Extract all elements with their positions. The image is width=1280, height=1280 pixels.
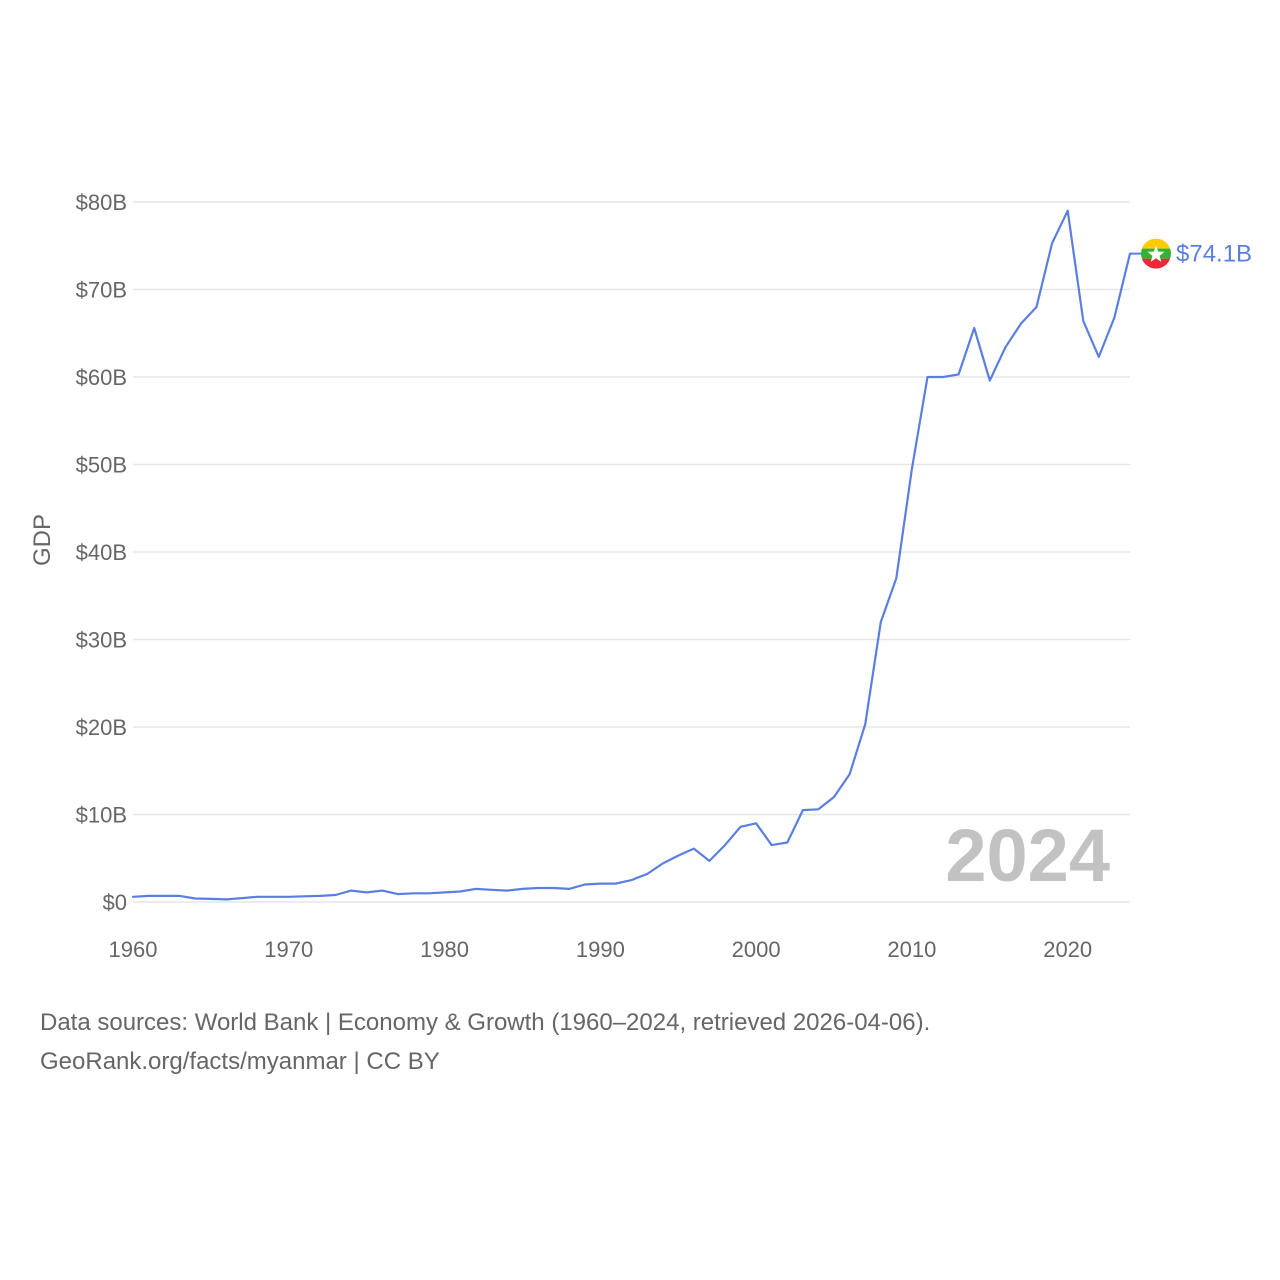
y-tick-label: $40B: [76, 540, 127, 565]
y-tick-label: $60B: [76, 365, 127, 390]
y-tick-label: $30B: [76, 628, 127, 653]
source-line: Data sources: World Bank | Economy & Gro…: [40, 1009, 931, 1036]
flag-stripe-yellow: [1141, 238, 1171, 249]
y-tick-label: $10B: [76, 803, 127, 828]
x-tick-label: 2020: [1043, 937, 1092, 962]
x-tick-label: 2000: [732, 937, 781, 962]
attribution-line: GeoRank.org/facts/myanmar | CC BY: [40, 1048, 440, 1075]
y-tick-label: $0: [103, 890, 127, 915]
year-watermark: 2024: [945, 814, 1110, 897]
end-value-label: $74.1B: [1176, 241, 1252, 268]
flag-star: [1147, 245, 1165, 262]
x-tick-label: 1970: [264, 937, 313, 962]
end-label-group: $74.1B: [1130, 238, 1252, 269]
y-tick-label: $20B: [76, 715, 127, 740]
data-source-note: Data sources: World Bank | Economy & Gro…: [40, 1003, 1240, 1081]
x-axis-ticks: 1960 1970 1980 1990 2000 2010 2020: [109, 937, 1093, 962]
y-tick-label: $70B: [76, 278, 127, 303]
y-axis-ticks: $0 $10B $20B $30B $40B $50B $60B $70B $80B: [76, 190, 127, 915]
y-tick-label: $50B: [76, 453, 127, 478]
y-tick-label: $80B: [76, 190, 127, 215]
y-axis-label: GDP: [29, 514, 56, 566]
myanmar-flag-icon: [1141, 238, 1171, 269]
x-tick-label: 1960: [109, 937, 158, 962]
flag-stripe-red: [1141, 258, 1171, 269]
x-tick-label: 2010: [887, 937, 936, 962]
series-line-myanmar: [131, 209, 1132, 901]
x-tick-label: 1980: [420, 937, 469, 962]
gridlines: [133, 201, 1130, 903]
series-layer: [131, 209, 1132, 901]
x-tick-label: 1990: [576, 937, 625, 962]
